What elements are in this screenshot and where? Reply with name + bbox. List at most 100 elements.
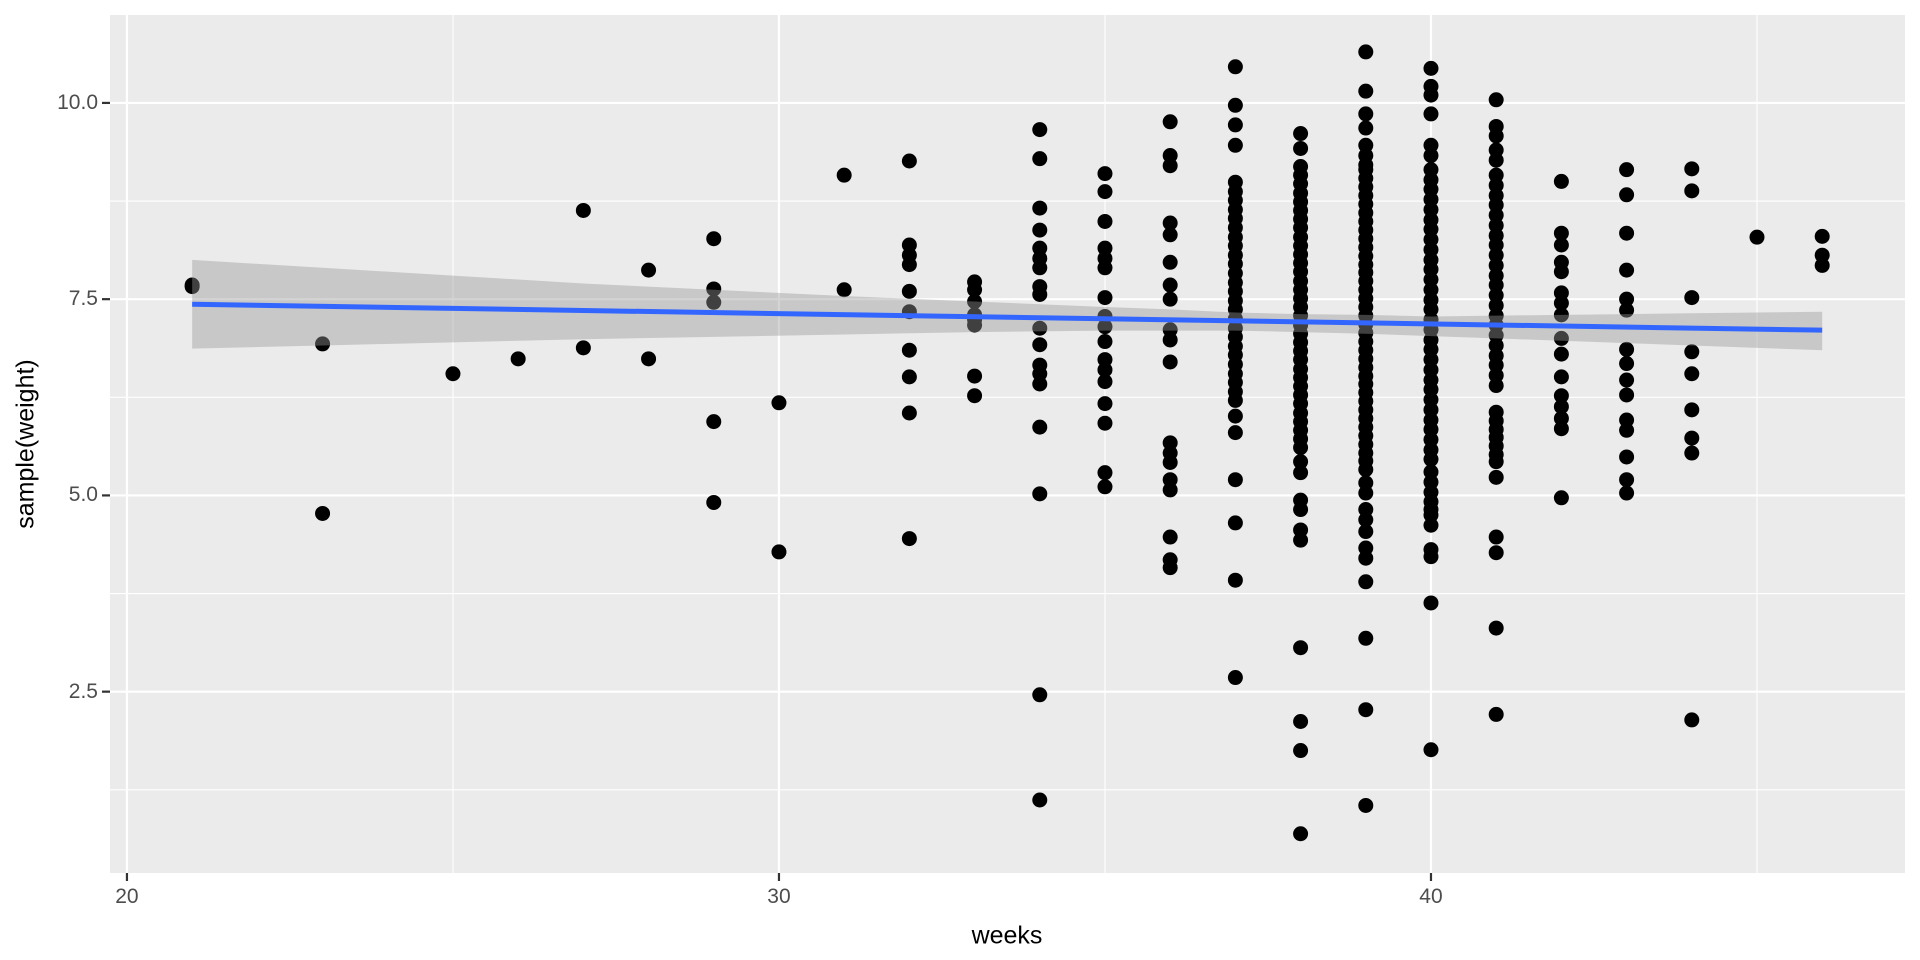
data-point (1032, 222, 1048, 238)
data-point (1358, 524, 1374, 540)
data-point (1488, 706, 1504, 722)
data-point (1619, 472, 1635, 488)
data-point (1227, 572, 1243, 588)
data-point (1684, 183, 1700, 199)
data-point (1032, 687, 1048, 703)
data-point (1097, 319, 1113, 335)
x-axis-title: weeks (971, 921, 1043, 950)
data-point (1032, 200, 1048, 216)
data-point (1227, 117, 1243, 133)
data-point (1814, 257, 1830, 273)
data-point (1684, 290, 1700, 306)
data-point (1358, 462, 1374, 478)
data-point (1162, 560, 1178, 576)
confidence-ribbon (192, 259, 1823, 351)
data-point (1227, 97, 1243, 113)
data-point (967, 294, 983, 310)
data-point (1293, 440, 1309, 456)
data-point (967, 388, 983, 404)
data-point (1553, 388, 1569, 404)
data-point (1553, 421, 1569, 437)
data-point (1358, 702, 1374, 718)
data-point (1358, 797, 1374, 813)
data-point (1684, 430, 1700, 446)
data-point (1684, 712, 1700, 728)
data-point (1227, 137, 1243, 153)
data-point (1227, 515, 1243, 531)
data-point (1293, 454, 1309, 470)
data-point (1619, 422, 1635, 438)
data-point (641, 351, 657, 367)
data-point (1227, 670, 1243, 686)
data-point (901, 531, 917, 547)
data-point (1814, 228, 1830, 244)
data-point (1553, 307, 1569, 323)
y-tick-label-7-5: 7.5 (68, 287, 98, 311)
data-point (1293, 826, 1309, 842)
data-point (1227, 59, 1243, 75)
data-point (1032, 792, 1048, 808)
data-point (901, 342, 917, 358)
data-point (1488, 92, 1504, 108)
data-point (1684, 445, 1700, 461)
data-point (1553, 399, 1569, 415)
data-point (1097, 465, 1113, 481)
data-point (1423, 87, 1439, 103)
data-point (901, 369, 917, 385)
data-point (1162, 215, 1178, 231)
data-point (1293, 126, 1309, 142)
data-point (1488, 529, 1504, 545)
data-point (1293, 465, 1309, 481)
data-point (1488, 454, 1504, 470)
data-point (1553, 264, 1569, 280)
x-tick-label-40: 40 (1419, 885, 1443, 908)
data-point (315, 505, 331, 521)
data-point (1097, 166, 1113, 182)
data-point (1488, 152, 1504, 168)
plot-panel (110, 15, 1905, 873)
data-point (1162, 482, 1178, 498)
data-point (1423, 60, 1439, 76)
data-point (1227, 408, 1243, 424)
data-point (706, 231, 722, 247)
data-point (1032, 337, 1048, 353)
data-point (445, 366, 461, 382)
data-point (1358, 550, 1374, 566)
data-point (1488, 545, 1504, 561)
data-point (1293, 532, 1309, 548)
data-point (1227, 425, 1243, 441)
data-point (315, 336, 331, 352)
data-point (1553, 330, 1569, 346)
data-point (836, 167, 852, 183)
data-point (706, 281, 722, 297)
data-point (1619, 225, 1635, 241)
data-point (1619, 341, 1635, 357)
y-axis-title: sample(weight) (11, 359, 40, 529)
data-point (510, 351, 526, 367)
data-point (1684, 344, 1700, 360)
y-tick-label-10: 10.0 (57, 90, 98, 114)
data-point (967, 282, 983, 298)
data-point (1553, 225, 1569, 241)
data-point (967, 317, 983, 333)
data-point (1684, 402, 1700, 418)
data-point (1293, 713, 1309, 729)
data-point (706, 294, 722, 310)
data-point (1162, 277, 1178, 293)
data-point (1097, 184, 1113, 200)
data-point (1293, 640, 1309, 656)
data-point (1619, 291, 1635, 307)
data-point (1553, 490, 1569, 506)
data-point (1032, 260, 1048, 276)
data-point (1162, 254, 1178, 270)
data-point (1227, 472, 1243, 488)
data-point (1032, 320, 1048, 336)
data-point (706, 494, 722, 510)
data-point (1423, 148, 1439, 164)
data-point (1097, 415, 1113, 431)
data-point (1032, 486, 1048, 502)
data-point (771, 395, 787, 411)
data-point (1684, 366, 1700, 382)
data-point (1032, 286, 1048, 302)
